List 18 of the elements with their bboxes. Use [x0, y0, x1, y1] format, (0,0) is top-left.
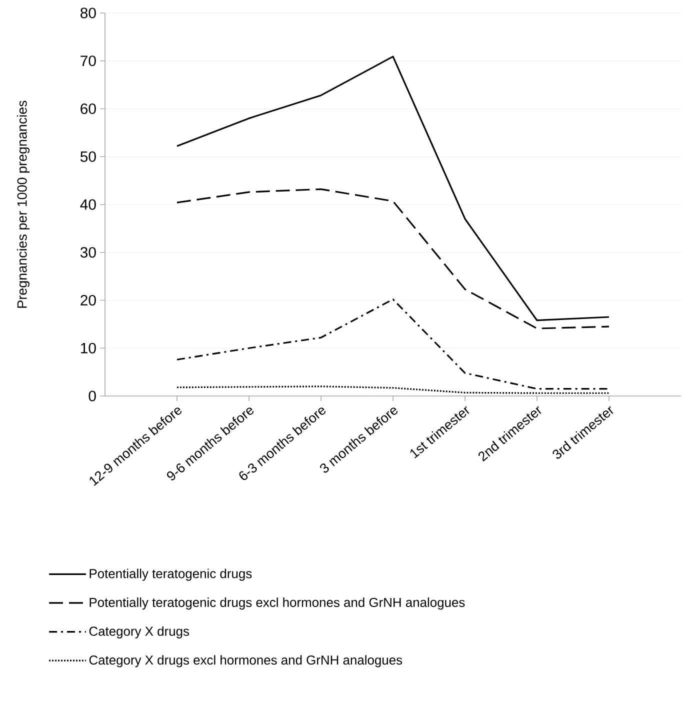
line-series — [176, 386, 610, 394]
y-tick-label: 60 — [80, 103, 96, 114]
y-tick-label: 80 — [80, 8, 96, 18]
legend-label: Category X drugs excl hormones and GrNH analogues — [89, 655, 402, 668]
y-tick-label: 70 — [80, 56, 96, 66]
line-series — [176, 298, 610, 390]
legend-label: Potentially teratogenic drugs — [90, 568, 252, 581]
y-tick-label: 20 — [80, 294, 96, 306]
y-tick-label: 40 — [80, 199, 96, 210]
legend-label: Potentially teratogenic drugs excl hormones and GrNH analogues — [90, 598, 465, 610]
line-series — [176, 188, 610, 330]
y-tick-label: 50 — [80, 151, 96, 162]
legend-label: Category X drugs — [89, 626, 190, 638]
y-axis-title: Pregnancies per 1000 pregnancies — [16, 100, 30, 308]
y-tick-label: 10 — [81, 342, 96, 354]
line-series — [176, 56, 610, 322]
y-tick-label: 30 — [80, 247, 96, 258]
y-tick-label: 0 — [88, 390, 96, 402]
